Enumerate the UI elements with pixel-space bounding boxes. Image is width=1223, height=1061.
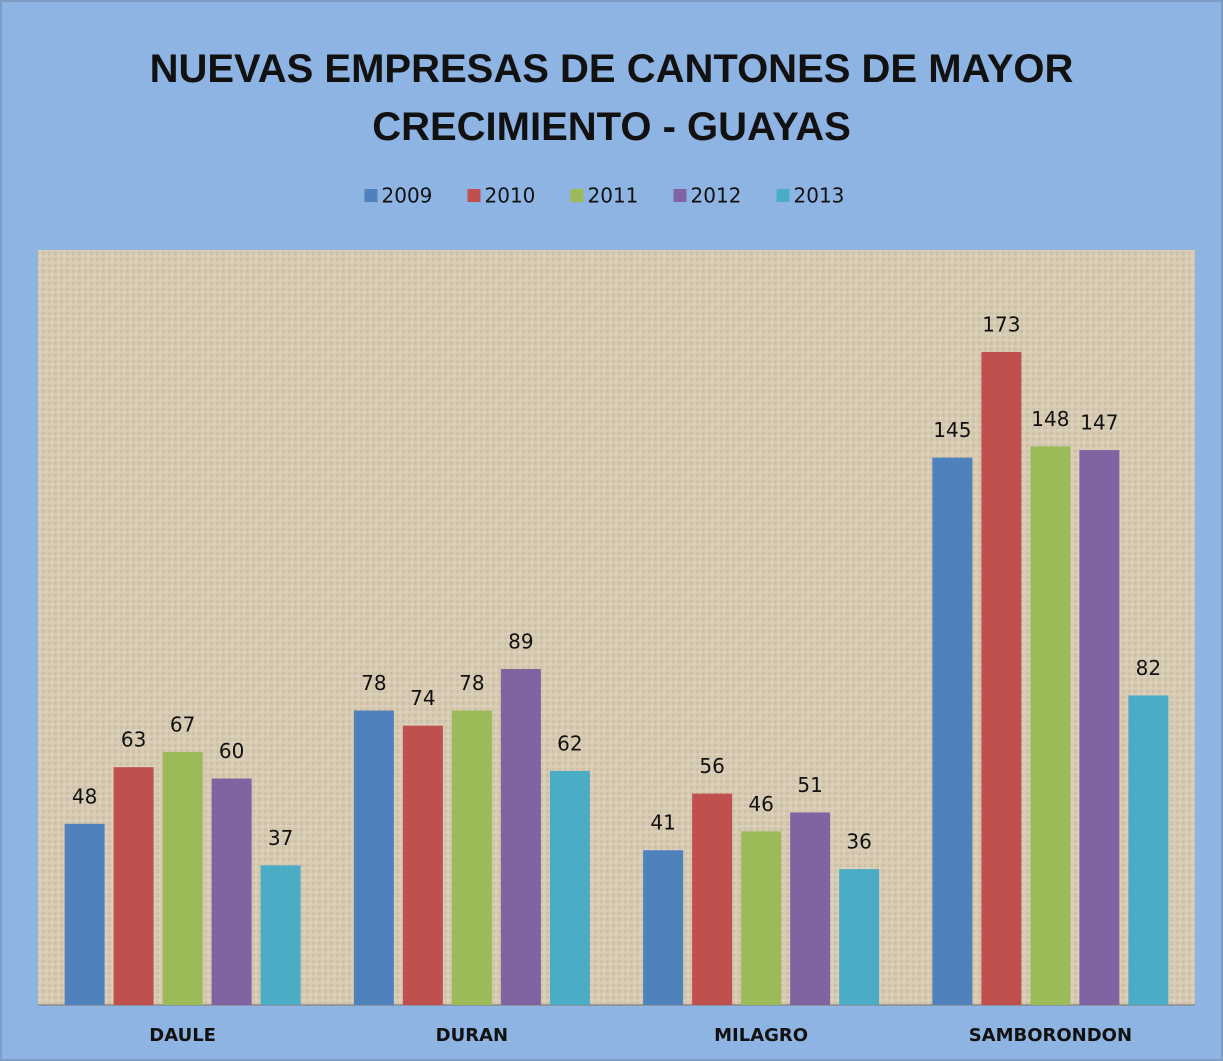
bar — [839, 869, 880, 1005]
legend-label: 2010 — [485, 184, 536, 208]
data-label: 74 — [410, 686, 435, 710]
plot-area — [38, 250, 1195, 1005]
data-label: 145 — [933, 418, 971, 442]
data-label: 41 — [650, 811, 675, 835]
data-label: 37 — [268, 826, 293, 850]
bar — [211, 778, 252, 1005]
bar — [790, 812, 831, 1005]
bar — [451, 710, 492, 1005]
data-label: 63 — [121, 728, 146, 752]
data-label: 82 — [1136, 656, 1161, 680]
bar — [500, 669, 541, 1005]
bar — [402, 725, 443, 1005]
legend-swatch — [467, 189, 481, 202]
bar — [113, 767, 154, 1005]
bar — [1079, 450, 1120, 1005]
bar — [549, 770, 590, 1005]
chart-title: NUEVAS EMPRESAS DE CANTONES DE MAYOR CRE… — [149, 47, 1074, 149]
data-label: 173 — [982, 312, 1020, 336]
x-tick-label: DAULE — [149, 1025, 216, 1046]
bar — [1030, 446, 1071, 1005]
data-label: 60 — [219, 739, 244, 763]
legend-label: 2011 — [588, 184, 639, 208]
bar — [162, 752, 203, 1005]
bar — [692, 793, 733, 1005]
data-label: 62 — [557, 731, 582, 755]
data-label: 89 — [508, 630, 533, 654]
bar — [64, 823, 105, 1005]
data-label: 51 — [797, 773, 822, 797]
x-tick-label: DURAN — [436, 1025, 508, 1046]
legend-label: 2009 — [382, 184, 433, 208]
data-label: 78 — [459, 671, 484, 695]
data-label: 46 — [748, 792, 773, 816]
bar — [981, 351, 1022, 1005]
bar — [741, 831, 782, 1005]
bar — [1128, 695, 1169, 1005]
legend-swatch — [776, 189, 790, 202]
x-tick-label: SAMBORONDON — [969, 1025, 1132, 1046]
data-label: 78 — [361, 671, 386, 695]
data-label: 56 — [699, 754, 724, 778]
bar — [643, 850, 684, 1005]
bar — [353, 710, 394, 1005]
data-label: 48 — [72, 784, 97, 808]
data-label: 148 — [1031, 407, 1069, 431]
legend-label: 2012 — [691, 184, 742, 208]
data-label: 147 — [1080, 411, 1118, 435]
data-label: 67 — [170, 713, 195, 737]
bar — [260, 865, 301, 1005]
legend-label: 2013 — [794, 184, 845, 208]
legend-swatch — [570, 189, 584, 202]
bar — [932, 457, 973, 1005]
legend-swatch — [364, 189, 378, 202]
data-label: 36 — [846, 830, 871, 854]
x-tick-label: MILAGRO — [714, 1025, 808, 1046]
legend-swatch — [673, 189, 687, 202]
